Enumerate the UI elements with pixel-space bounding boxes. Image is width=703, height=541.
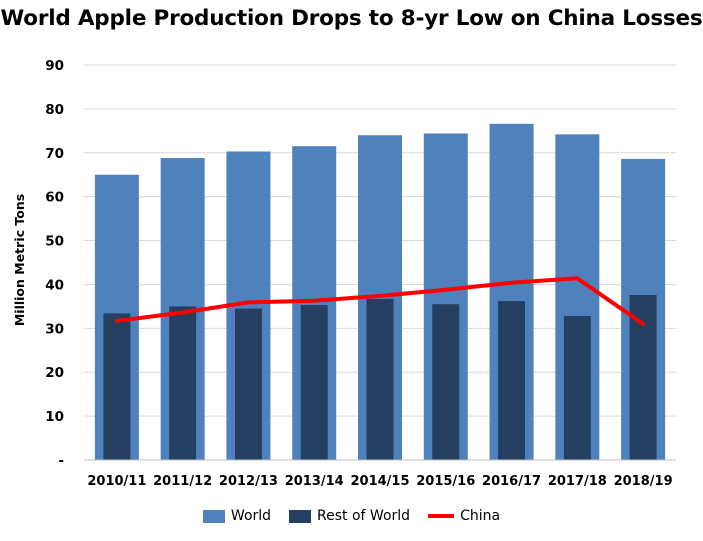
y-tick-label: 80 (45, 102, 64, 118)
y-tick-label: 20 (45, 365, 64, 381)
bar-rest-of-world (300, 305, 328, 460)
legend: World Rest of World China (0, 508, 703, 524)
x-tick-label: 2014/15 (350, 474, 409, 489)
chart-title: World Apple Production Drops to 8-yr Low… (0, 6, 703, 31)
y-axis-title: Million Metric Tons (12, 194, 27, 326)
line-china (114, 276, 646, 326)
bar-rest-of-world (498, 301, 526, 460)
legend-item-world: World (202, 508, 272, 524)
bar-rest-of-world (563, 316, 591, 460)
legend-label-china: China (460, 508, 501, 524)
bar-rest-of-world (234, 308, 262, 460)
legend-swatch-china (428, 514, 455, 518)
legend-label-world: World (230, 508, 272, 524)
chart-plot: - 10 20 30 40 50 60 70 80 90 2010/11 2011/12 2012/13… (12, 58, 676, 489)
y-tick-label: 10 (45, 409, 64, 425)
bars (94, 123, 666, 461)
china-line-layer (114, 276, 646, 326)
x-tick-label: 2012/13 (219, 474, 278, 489)
y-tick-label: 50 (45, 234, 64, 250)
bar-rest-of-world (169, 306, 197, 460)
x-tick-label: 2017/18 (548, 474, 607, 489)
x-tick-label: 2018/19 (614, 474, 673, 489)
legend-item-rest-of-world: Rest of World (289, 508, 410, 524)
legend-item-china: China (428, 508, 500, 524)
axes: - 10 20 30 40 50 60 70 80 90 2010/11 2011/12 2012/13… (45, 58, 676, 489)
legend-swatch-world (202, 509, 225, 523)
y-tick-label: 40 (45, 277, 64, 293)
y-tick-label: 90 (45, 58, 64, 74)
y-tick-label: - (58, 453, 64, 469)
bar-rest-of-world (366, 298, 394, 460)
legend-label-rest-of-world: Rest of World (317, 508, 411, 524)
y-tick-label: 30 (45, 321, 64, 337)
legend-swatch-rest-of-world (289, 509, 312, 523)
y-tick-label: 60 (45, 190, 64, 206)
x-tick-label: 2015/16 (416, 474, 475, 489)
x-tick-label: 2013/14 (285, 474, 344, 489)
y-tick-label: 70 (45, 146, 64, 162)
x-tick-label: 2016/17 (482, 474, 541, 489)
x-tick-label: 2010/11 (87, 474, 146, 489)
x-tick-label: 2011/12 (153, 474, 212, 489)
bar-rest-of-world (432, 304, 460, 460)
bar-rest-of-world (103, 313, 131, 460)
